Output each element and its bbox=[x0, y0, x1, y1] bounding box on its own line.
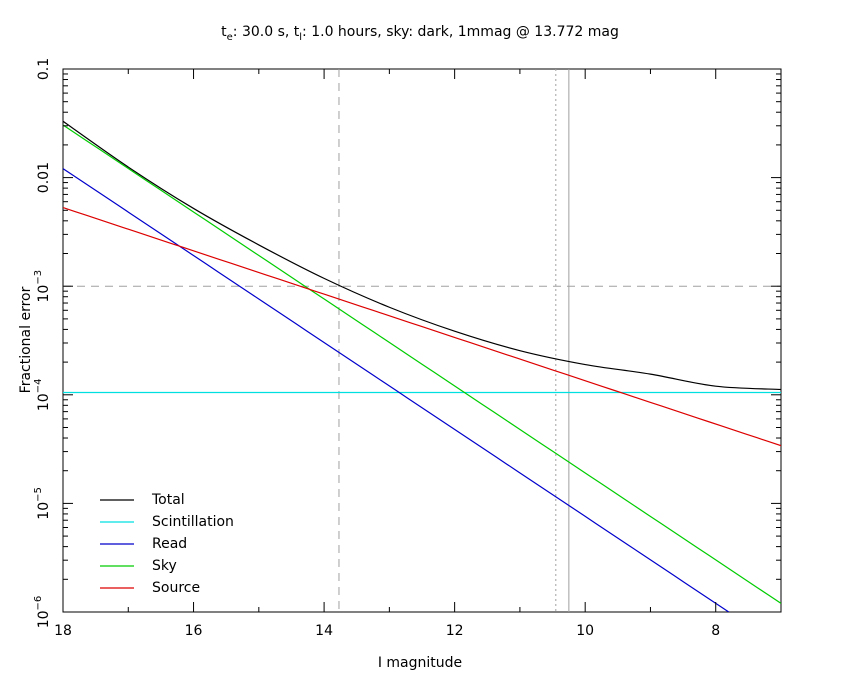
series-line-total bbox=[63, 120, 781, 391]
legend-label-read: Read bbox=[152, 536, 187, 552]
x-tick-label-12: 12 bbox=[446, 623, 464, 639]
reference-lines bbox=[63, 69, 781, 612]
series-line-sky bbox=[63, 124, 781, 604]
y-axis-label: Fractional error bbox=[18, 286, 34, 393]
x-tick-label-16: 16 bbox=[185, 623, 203, 639]
y-tick-label-2: 0.01 bbox=[36, 162, 52, 193]
x-axis-label: I magnitude bbox=[378, 655, 462, 671]
y-tick-label-5: 10−5 bbox=[33, 487, 52, 520]
x-tick-label-8: 8 bbox=[711, 623, 720, 639]
y-tick-label-3: 10−3 bbox=[33, 270, 52, 303]
legend-label-scintillation: Scintillation bbox=[152, 514, 234, 530]
y-tick-label-6: 10−6 bbox=[33, 596, 52, 629]
series-line-read bbox=[63, 168, 730, 612]
y-tick-label-1: 0.1 bbox=[36, 58, 52, 80]
chart-title: te: 30.0 s, tl: 1.0 hours, sky: dark, 1m… bbox=[221, 24, 619, 43]
legend: Total Scintillation Read Sky Source bbox=[100, 492, 234, 596]
plot-area bbox=[62, 68, 782, 613]
y-tick-label-4: 10−4 bbox=[33, 379, 52, 412]
series-lines bbox=[63, 120, 781, 612]
axis-ticks: 18 16 14 12 10 8 0.1 0.01 10−3 10−4 10−5 10−6 bbox=[33, 58, 782, 639]
plot-frame bbox=[62, 68, 782, 613]
x-tick-label-18: 18 bbox=[54, 623, 72, 639]
legend-label-sky: Sky bbox=[152, 558, 177, 574]
x-tick-label-10: 10 bbox=[576, 623, 594, 639]
legend-label-total: Total bbox=[151, 492, 185, 508]
legend-label-source: Source bbox=[152, 580, 200, 596]
series-line-source bbox=[63, 206, 781, 447]
x-tick-label-14: 14 bbox=[315, 623, 333, 639]
